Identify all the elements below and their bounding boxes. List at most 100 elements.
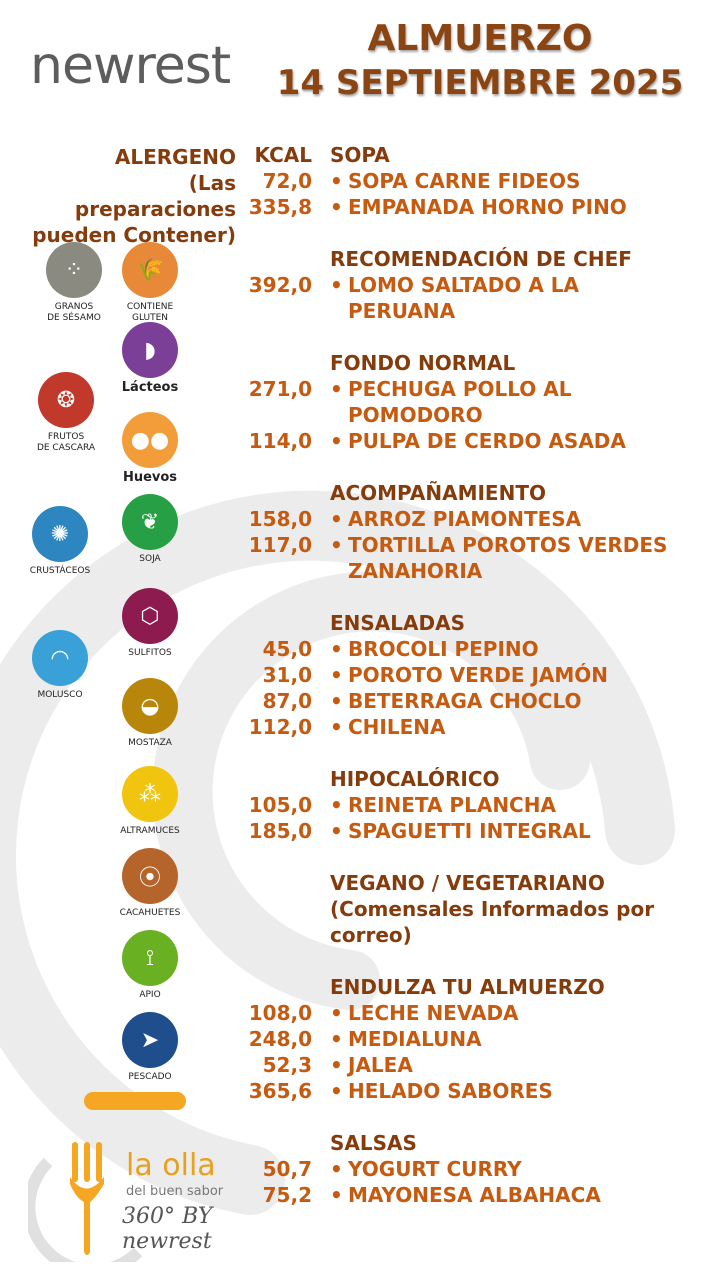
menu-item-bullet: • — [330, 169, 343, 193]
eggs-icon-glyph: ●● — [130, 427, 170, 453]
menu-item-bullet: • — [330, 1027, 343, 1051]
menu-item-kcal: 271,0 — [248, 377, 312, 401]
menu-item-kcal: 52,3 — [262, 1053, 312, 1077]
menu-item-kcal: 45,0 — [262, 637, 312, 661]
soy-leaf-icon-glyph: ❦ — [140, 509, 160, 535]
section-title: SOPA — [330, 143, 390, 167]
menu-item: 114,0 • PULPA DE CERDO ASADA — [240, 428, 710, 454]
allergen-label: PESCADO — [128, 1072, 172, 1082]
menu-item-kcal: 392,0 — [248, 273, 312, 297]
menu-item-bullet: • — [330, 1157, 343, 1181]
orange-divider — [84, 1092, 186, 1110]
menu-item-bullet: • — [330, 377, 343, 401]
crab-icon: ✺ — [32, 506, 88, 562]
menu-item: 271,0 • PECHUGA POLLO AL POMODORO — [240, 376, 710, 428]
allergen-header-label: ALERGENO — [114, 145, 236, 169]
menu-list: KCAL SOPA 72,0 • SOPA CARNE FIDEOS 335,8 • EMPA… — [240, 142, 710, 1234]
menu-item-kcal: 185,0 — [248, 819, 312, 843]
menu-item-kcal: 105,0 — [248, 793, 312, 817]
menu-item-bullet: • — [330, 195, 343, 219]
mustard-icon: ◒ — [122, 678, 178, 734]
allergen-soy: ❦ SOJA — [114, 494, 186, 565]
menu-item-kcal: 335,8 — [248, 195, 312, 219]
menu-item: 45,0 • BROCOLI PEPINO — [240, 636, 710, 662]
sesame-seeds-icon: ⁘ — [46, 242, 102, 298]
allergen-label: SULFITOS — [128, 648, 172, 658]
section-title: ENSALADAS — [330, 611, 465, 635]
menu-item-kcal: 248,0 — [248, 1027, 312, 1051]
allergen-sulfites: ⬡ SULFITOS — [114, 588, 186, 659]
menu-item-bullet: • — [330, 793, 343, 817]
lupin-beans-icon: ⁂ — [122, 766, 178, 822]
menu-item: 75,2 • MAYONESA ALBAHACA — [240, 1182, 710, 1208]
page-title: ALMUERZO 14 SEPTIEMBRE 2025 — [270, 18, 690, 106]
allergen-peanuts: ⦿ CACAHUETES — [114, 848, 186, 919]
menu-section: HIPOCALÓRICO 105,0 • REINETA PLANCHA 185,0 • S… — [240, 766, 710, 844]
menu-item-kcal: 50,7 — [262, 1157, 312, 1181]
menu-item: 108,0 • LECHE NEVADA — [240, 1000, 710, 1026]
menu-item-kcal: 112,0 — [248, 715, 312, 739]
menu-section: ENDULZA TU ALMUERZO 108,0 • LECHE NEVADA 248… — [240, 974, 710, 1104]
menu-item-bullet: • — [330, 1001, 343, 1025]
la-olla-name: la olla — [126, 1148, 216, 1183]
menu-item-name: BETERRAGA CHOCLO — [348, 689, 582, 713]
menu-item-bullet: • — [330, 507, 343, 531]
allergen-label: GRANOS DE SÉSAMO — [47, 302, 101, 323]
section-title: VEGANO / VEGETARIANO — [330, 871, 605, 895]
menu-item-name: PECHUGA POLLO AL POMODORO — [348, 377, 572, 427]
allergen-label: CRUSTÁCEOS — [29, 566, 91, 576]
menu-item-kcal: 114,0 — [248, 429, 312, 453]
allergen-crustaceans: ✺ CRUSTÁCEOS — [24, 506, 96, 577]
menu-item-name: TORTILLA POROTOS VERDES ZANAHORIA — [348, 533, 668, 583]
menu-item-kcal: 117,0 — [248, 533, 312, 557]
menu-item-bullet: • — [330, 1079, 343, 1103]
menu-item-name: SOPA CARNE FIDEOS — [348, 169, 581, 193]
menu-item: 335,8 • EMPANADA HORNO PINO — [240, 194, 710, 220]
allergen-celery: ⟟ APIO — [114, 930, 186, 1001]
menu-item: 112,0 • CHILENA — [240, 714, 710, 740]
menu-item-name: SPAGUETTI INTEGRAL — [348, 819, 591, 843]
sulfite-molecule-icon: ⬡ — [122, 588, 178, 644]
menu-item: 392,0 • LOMO SALTADO A LA PERUANA — [240, 272, 710, 324]
menu-item-kcal: 31,0 — [262, 663, 312, 687]
section-title: SALSAS — [330, 1131, 417, 1155]
menu-item-kcal: 87,0 — [262, 689, 312, 713]
menu-item-name: CHILENA — [348, 715, 446, 739]
menu-item-bullet: • — [330, 1183, 343, 1207]
allergen-sesame: ⁘ GRANOS DE SÉSAMO — [38, 242, 110, 324]
menu-item-kcal: 72,0 — [262, 169, 312, 193]
menu-section: ENSALADAS 45,0 • BROCOLI PEPINO 31,0 • POROTO … — [240, 610, 710, 740]
crab-icon-glyph: ✺ — [50, 521, 70, 547]
menu-section: KCAL SOPA 72,0 • SOPA CARNE FIDEOS 335,8 • EMPA… — [240, 142, 710, 220]
allergen-mollusc: ◠ MOLUSCO — [24, 630, 96, 701]
celery-icon-glyph: ⟟ — [145, 945, 155, 971]
milk-jug-icon-glyph: ◗ — [144, 337, 156, 363]
menu-item-name: JALEA — [348, 1053, 413, 1077]
menu-item: 105,0 • REINETA PLANCHA — [240, 792, 710, 818]
menu-item: 52,3 • JALEA — [240, 1052, 710, 1078]
menu-item: 117,0 • TORTILLA POROTOS VERDES ZANAHORIA — [240, 532, 710, 584]
menu-item: 72,0 • SOPA CARNE FIDEOS — [240, 168, 710, 194]
menu-item-name: LOMO SALTADO A LA PERUANA — [348, 273, 580, 323]
sulfite-molecule-icon-glyph: ⬡ — [140, 603, 160, 629]
walnut-icon-glyph: ❂ — [56, 387, 76, 413]
menu-item-bullet: • — [330, 819, 343, 843]
menu-item-bullet: • — [330, 429, 343, 453]
la-olla-logo: la olla del buen sabor 360° BY newrest — [23, 1122, 258, 1277]
menu-item-bullet: • — [330, 637, 343, 661]
allergen-fish: ➤ PESCADO — [114, 1012, 186, 1083]
lupin-beans-icon-glyph: ⁂ — [139, 781, 161, 807]
newrest-logo-text: newrest — [30, 36, 231, 96]
la-olla-mark: 360° BY newrest — [122, 1204, 213, 1254]
allergen-gluten: 🌾 CONTIENE GLUTEN — [114, 242, 186, 324]
newrest-logo: newrest — [30, 36, 240, 96]
allergen-label: SOJA — [139, 554, 161, 564]
allergen-label: ALTRAMUCES — [120, 826, 180, 836]
menu-section: ACOMPAÑAMIENTO 158,0 • ARROZ PIAMONTESA 117,… — [240, 480, 710, 584]
soy-leaf-icon: ❦ — [122, 494, 178, 550]
menu-item-name: REINETA PLANCHA — [348, 793, 556, 817]
section-title: HIPOCALÓRICO — [330, 767, 500, 791]
allergen-label: MOSTAZA — [128, 738, 172, 748]
allergen-label: MOLUSCO — [37, 690, 83, 700]
menu-item-bullet: • — [330, 689, 343, 713]
